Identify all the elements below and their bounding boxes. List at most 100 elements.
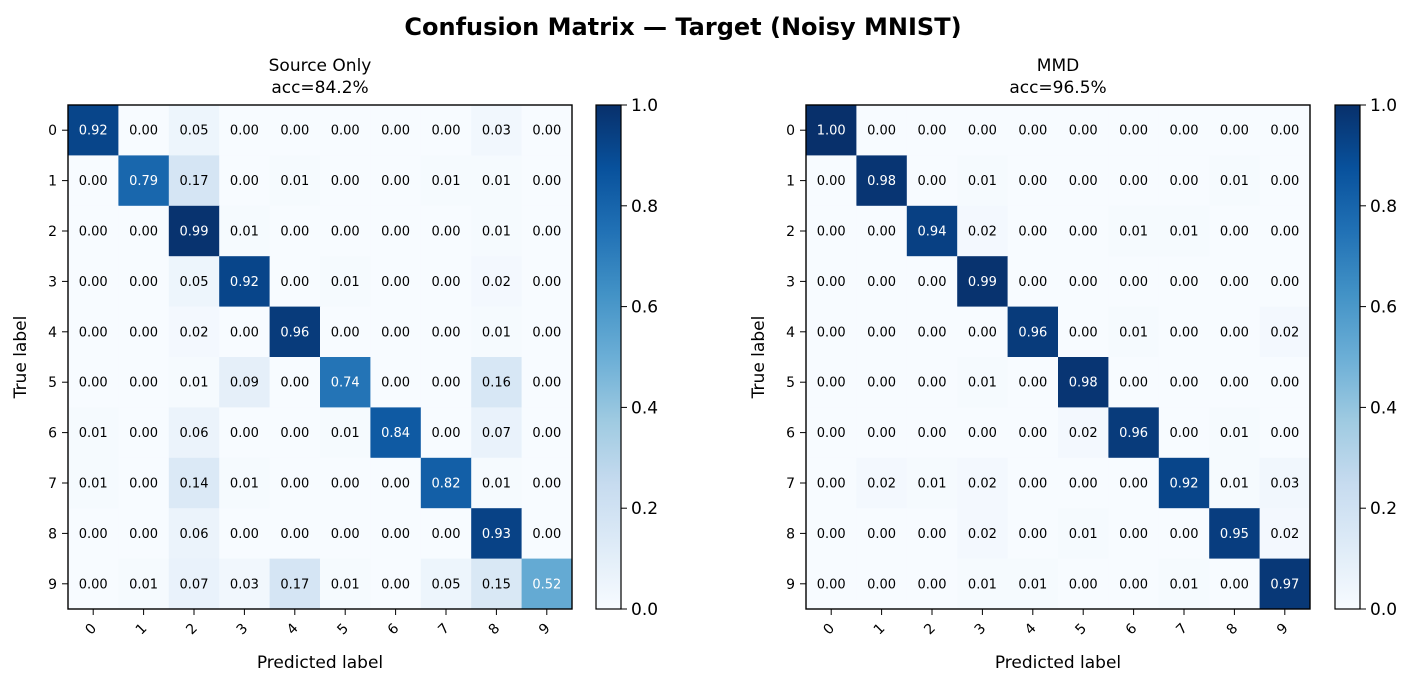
cell-value-label: 0.01 [1170, 225, 1199, 240]
heatmap-cell [957, 357, 1009, 408]
heatmap-cell [68, 155, 119, 207]
cell-value-label: 0.00 [129, 225, 158, 240]
heatmap-cell [957, 155, 1009, 207]
cell-value-label: 0.00 [1018, 477, 1047, 492]
y-tick-label: 0 [48, 123, 57, 139]
cell-value-label: 0.00 [432, 275, 461, 290]
heatmap-cell [1108, 205, 1160, 257]
cell-value-label: 0.00 [1119, 275, 1148, 290]
heatmap-cell [806, 306, 857, 358]
colorbar-tick-label: 1.0 [631, 96, 658, 116]
y-tick-label: 0 [786, 123, 795, 139]
heatmap-cell [521, 155, 573, 207]
cell-value-label: 0.00 [1069, 225, 1098, 240]
cell-value-label: 0.00 [381, 376, 410, 391]
cell-value-label: 0.00 [817, 275, 846, 290]
heatmap-cell [806, 256, 857, 308]
heatmap-cell [1108, 357, 1160, 408]
heatmap-cell [118, 105, 170, 156]
heatmap-cell [1108, 256, 1160, 308]
y-tick-label: 6 [48, 426, 57, 442]
heatmap-cell [320, 306, 371, 358]
heatmap-cell [856, 558, 908, 610]
heatmap-cell [420, 256, 472, 308]
cell-value-label: 0.00 [532, 426, 561, 441]
heatmap-cell [1158, 407, 1210, 459]
heatmap-cell [1058, 155, 1109, 207]
colorbar-tick-label: 0.0 [1370, 600, 1397, 620]
heatmap-cell [118, 256, 170, 308]
cell-value-label: 0.00 [1220, 577, 1249, 592]
cell-value-label: 0.17 [280, 577, 309, 592]
heatmap-cell [168, 155, 220, 207]
heatmap-cell [1259, 407, 1311, 459]
cell-value-label: 0.00 [918, 275, 947, 290]
heatmap-cell [521, 457, 573, 509]
heatmap-cell [68, 407, 119, 459]
heatmap-cell [471, 357, 523, 408]
cell-value-label: 0.00 [1119, 527, 1148, 542]
cell-value-label: 0.00 [129, 426, 158, 441]
heatmap-cell [219, 457, 271, 509]
y-tick-label: 9 [48, 577, 57, 593]
cell-value-label: 0.00 [1069, 577, 1098, 592]
cell-value-label: 0.00 [432, 527, 461, 542]
cell-value-label: 0.00 [532, 225, 561, 240]
heatmap-cell [68, 306, 119, 358]
colorbar-tick-label: 0.4 [1370, 398, 1397, 418]
heatmap-cell [269, 558, 321, 610]
cell-value-label: 0.00 [817, 577, 846, 592]
cell-value-label: 1.00 [817, 124, 846, 139]
heatmap-cell [906, 205, 958, 257]
heatmap-cell [521, 256, 573, 308]
heatmap-cell [957, 407, 1009, 459]
heatmap-cell [168, 306, 220, 358]
cell-value-label: 0.00 [918, 174, 947, 189]
cell-value-label: 0.14 [180, 477, 209, 492]
heatmap-cell [806, 105, 857, 156]
y-tick-label: 8 [48, 526, 57, 542]
colorbar-tick-label: 0.0 [631, 600, 658, 620]
heatmap-cell [1108, 558, 1160, 610]
cell-value-label: 0.01 [79, 477, 108, 492]
heatmap-cell [370, 256, 422, 308]
cell-value-label: 0.99 [180, 225, 209, 240]
cell-value-label: 0.00 [1170, 124, 1199, 139]
cell-value-label: 0.00 [79, 577, 108, 592]
heatmap-cell [269, 256, 321, 308]
heatmap-cell [118, 407, 170, 459]
cell-value-label: 0.00 [817, 376, 846, 391]
cell-value-label: 0.00 [1220, 325, 1249, 340]
heatmap-cell [420, 205, 472, 257]
cell-value-label: 0.00 [867, 275, 896, 290]
cell-value-label: 0.00 [432, 225, 461, 240]
heatmap-cell [219, 105, 271, 156]
heatmap-cell [269, 357, 321, 408]
heatmap-cell [219, 256, 271, 308]
heatmap-cell [906, 105, 958, 156]
heatmap-cell [1058, 357, 1109, 408]
heatmap-cell [320, 205, 371, 257]
panel-title: Source Only [269, 56, 372, 76]
heatmap-cell [219, 407, 271, 459]
cell-value-label: 0.00 [1018, 174, 1047, 189]
heatmap-cell [1259, 155, 1311, 207]
heatmap-cell [1007, 558, 1059, 610]
y-tick-label: 9 [786, 577, 795, 593]
heatmap-cell [1209, 105, 1261, 156]
heatmap-cell [471, 508, 523, 560]
cell-value-label: 0.16 [482, 376, 511, 391]
heatmap-cell [370, 508, 422, 560]
cell-value-label: 0.00 [532, 376, 561, 391]
heatmap-cell [1058, 306, 1109, 358]
colorbar-tick-label: 0.6 [631, 298, 658, 318]
cell-value-label: 0.00 [79, 527, 108, 542]
heatmap-cell [806, 457, 857, 509]
heatmap-cell [856, 407, 908, 459]
heatmap-cell [1209, 558, 1261, 610]
cell-value-label: 0.00 [1018, 124, 1047, 139]
cell-value-label: 0.00 [1119, 174, 1148, 189]
cell-value-label: 0.01 [1069, 527, 1098, 542]
heatmap-cell [168, 407, 220, 459]
